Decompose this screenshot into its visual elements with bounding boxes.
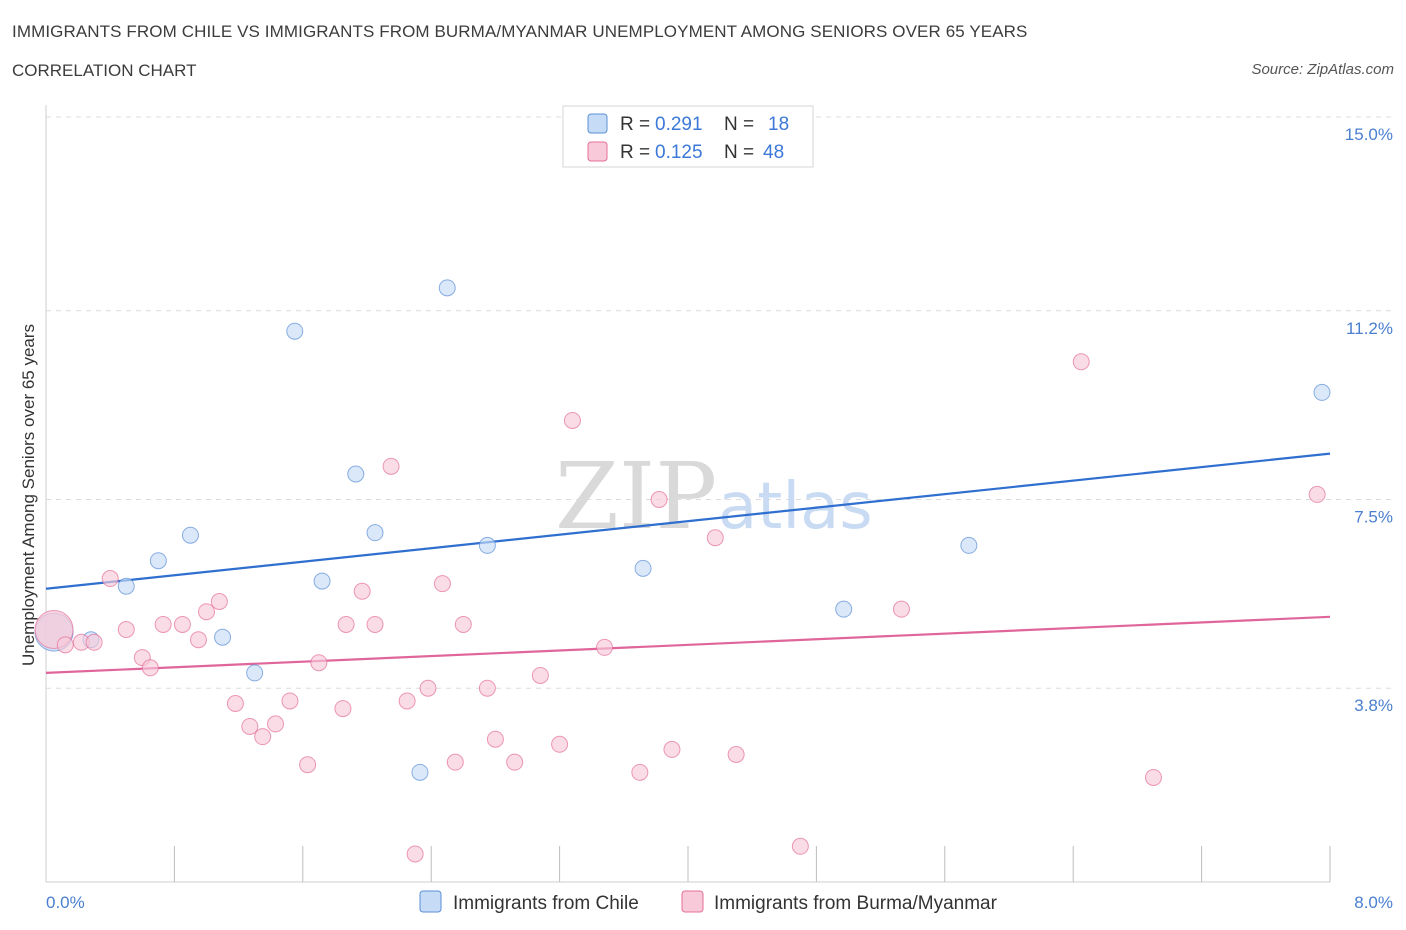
- trend-lines: [45, 452, 1331, 674]
- point-chile: [366, 524, 384, 542]
- legend-n-value-chile: 18: [768, 114, 789, 135]
- point-burma: [631, 763, 649, 781]
- source-credit: Source: ZipAtlas.com: [1251, 61, 1394, 78]
- bottom-legend-swatch-burma: [681, 890, 704, 913]
- point-chile: [478, 536, 496, 554]
- trend-line-burma: [45, 615, 1331, 674]
- point-chile: [835, 600, 853, 618]
- point-chile: [1313, 383, 1331, 401]
- legend-n-label-burma: N =: [724, 142, 759, 163]
- point-chile: [411, 763, 429, 781]
- grid-lines: 3.8% 7.5% 11.2% 15.0%: [46, 116, 1393, 715]
- point-burma: [353, 582, 371, 600]
- point-burma: [141, 659, 159, 677]
- point-burma: [398, 692, 416, 710]
- point-chile: [117, 577, 135, 595]
- point-burma: [727, 746, 745, 763]
- watermark-atlas: atlas: [718, 470, 873, 544]
- point-burma: [706, 529, 724, 547]
- point-burma: [117, 621, 135, 639]
- point-burma: [334, 700, 352, 718]
- legend-swatch-burma: [587, 141, 608, 162]
- legend-r-value-burma: 0.125: [655, 142, 703, 163]
- bottom-legend-label-burma: Immigrants from Burma/Myanmar: [714, 893, 998, 914]
- x-tick-label-min: 0.0%: [46, 893, 85, 912]
- stats-legend: R = 0.291 N = 18 R = 0.125 N = 48: [562, 105, 814, 168]
- point-burma: [551, 735, 569, 753]
- bottom-legend-label-chile: Immigrants from Chile: [453, 893, 639, 914]
- point-burma: [454, 615, 472, 633]
- point-chile: [960, 536, 978, 554]
- point-burma: [596, 638, 614, 656]
- point-burma: [1072, 353, 1090, 371]
- point-burma: [1308, 485, 1326, 503]
- y-tick-label: 11.2%: [1346, 319, 1393, 338]
- point-burma: [154, 615, 172, 633]
- point-burma: [892, 600, 910, 618]
- point-burma: [531, 666, 549, 684]
- point-burma: [486, 730, 504, 748]
- point-burma: [791, 837, 809, 855]
- point-burma: [173, 615, 191, 633]
- bottom-legend-swatch-chile: [419, 890, 442, 913]
- point-chile: [313, 572, 331, 590]
- y-axis-label: Unemployment Among Seniors over 65 years: [19, 324, 38, 666]
- axes: [45, 105, 1331, 883]
- legend-n-label-chile: N =: [724, 114, 759, 135]
- series-legend: Immigrants from Chile Immigrants from Bu…: [419, 890, 998, 914]
- point-burma: [281, 692, 299, 710]
- point-burma: [210, 593, 228, 610]
- point-burma: [650, 491, 668, 508]
- point-chile: [246, 664, 264, 682]
- x-tick-label-max: 8.0%: [1354, 893, 1393, 912]
- point-chile: [286, 322, 304, 340]
- watermark-zip: ZIP: [555, 443, 717, 550]
- point-burma: [506, 753, 524, 771]
- point-chile: [149, 552, 167, 570]
- trend-line-chile: [45, 452, 1331, 590]
- point-burma: [101, 570, 119, 588]
- y-tick-label: 7.5%: [1354, 508, 1393, 527]
- legend-swatch-chile: [587, 113, 608, 134]
- data-points: [34, 279, 1331, 863]
- point-burma: [337, 615, 355, 633]
- point-burma: [433, 575, 451, 593]
- point-burma: [226, 695, 244, 712]
- legend-r-label-burma: R =: [620, 142, 655, 163]
- point-burma: [563, 411, 581, 429]
- point-burma: [299, 756, 317, 774]
- point-burma: [198, 603, 215, 621]
- point-burma: [366, 615, 384, 633]
- legend-r-value-chile: 0.291: [655, 114, 703, 135]
- y-tick-label: 3.8%: [1354, 696, 1393, 715]
- point-burma: [663, 740, 681, 758]
- point-burma: [241, 717, 259, 735]
- point-chile: [214, 628, 232, 646]
- point-burma: [254, 728, 272, 746]
- point-burma: [189, 631, 207, 649]
- chart-subtitle: CORRELATION CHART: [12, 61, 197, 80]
- point-chile: [181, 526, 199, 544]
- point-chile: [438, 279, 456, 297]
- point-burma: [478, 679, 496, 697]
- point-chile: [347, 465, 365, 483]
- chart-title: IMMIGRANTS FROM CHILE VS IMMIGRANTS FROM…: [12, 22, 1028, 41]
- point-burma: [310, 654, 328, 672]
- point-burma: [56, 636, 74, 654]
- point-burma: [267, 715, 285, 733]
- legend-r-label-chile: R =: [620, 114, 655, 135]
- point-burma: [382, 457, 400, 475]
- point-burma: [446, 753, 464, 771]
- point-burma: [406, 845, 424, 863]
- point-chile: [634, 559, 652, 577]
- point-burma: [1144, 768, 1162, 786]
- point-burma: [419, 679, 437, 697]
- legend-n-value-burma: 48: [763, 142, 784, 163]
- y-tick-label: 15.0%: [1345, 125, 1393, 144]
- point-burma: [85, 633, 103, 651]
